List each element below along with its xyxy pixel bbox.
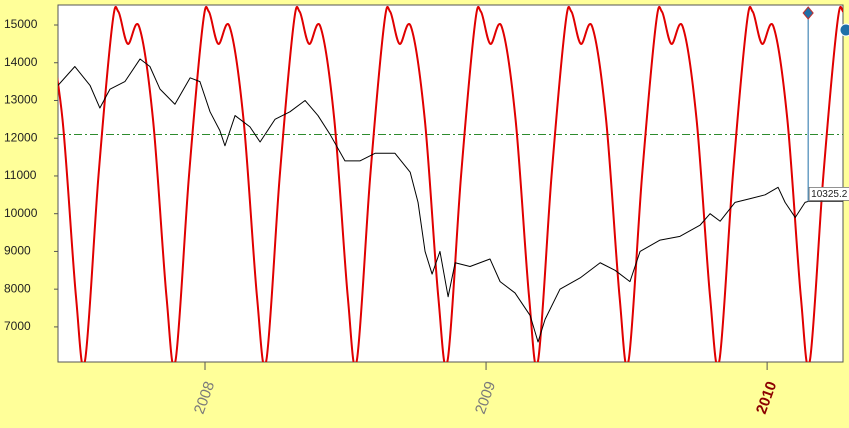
x-tick-label: 2009 — [472, 379, 499, 416]
cursor-value-label: 10325.2 — [811, 189, 848, 200]
panel-icon[interactable] — [839, 23, 849, 37]
plot-area — [57, 4, 844, 363]
y-tick-label: 12000 — [4, 130, 38, 144]
x-tick-label: 2010 — [753, 379, 780, 416]
plot-layer — [58, 5, 843, 362]
cursor-marker — [802, 6, 814, 20]
series-line — [58, 58, 809, 343]
y-tick-label: 15000 — [4, 17, 38, 31]
cursor-value-box — [808, 187, 849, 201]
y-tick-label: 10000 — [4, 206, 38, 220]
y-tick-label: 8000 — [4, 281, 31, 295]
y-tick-label: 13000 — [4, 93, 38, 107]
y-tick-label: 11000 — [4, 168, 37, 182]
y-tick-label: 14000 — [4, 55, 38, 69]
y-tick-label: 7000 — [4, 319, 31, 333]
series-line — [58, 5, 843, 362]
y-tick-label: 9000 — [4, 244, 31, 258]
x-tick-label: 2008 — [191, 379, 218, 416]
